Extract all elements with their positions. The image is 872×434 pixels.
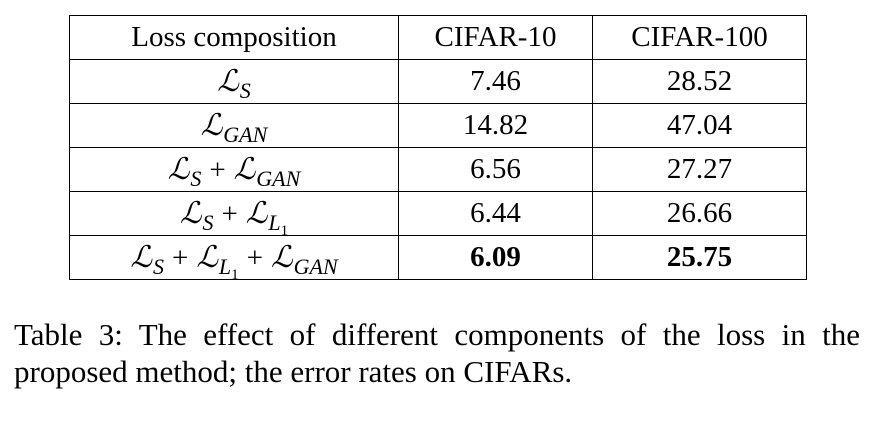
- header-cifar100: CIFAR-100: [592, 15, 807, 60]
- loss-symbol: ℒ: [245, 195, 268, 231]
- loss-cell-ls-ll1-lgan: ℒS + ℒL1+ ℒGAN: [69, 235, 399, 282]
- loss-formula: ℒS: [217, 63, 251, 101]
- header-cifar10: CIFAR-10: [398, 15, 593, 60]
- loss-subscript: S: [190, 165, 202, 191]
- loss-symbol: ℒ: [233, 151, 256, 187]
- table-row: ℒGAN 14.82 47.04: [69, 103, 807, 148]
- loss-subscript: S: [152, 253, 164, 279]
- loss-subscript: GAN: [293, 253, 338, 279]
- loss-cell-ls: ℒS: [69, 59, 399, 104]
- cifar10-best-value: 6.09: [398, 235, 593, 280]
- table-header-row: Loss composition CIFAR-10 CIFAR-100: [69, 15, 807, 60]
- plus-sign: +: [171, 241, 189, 274]
- loss-symbol: ℒ: [196, 239, 218, 275]
- loss-symbol: ℒ: [200, 107, 223, 143]
- loss-formula: ℒS + ℒL1+ ℒGAN: [130, 239, 337, 282]
- cifar10-value: 7.46: [398, 59, 593, 104]
- cifar100-value: 26.66: [592, 191, 807, 236]
- table-caption: Table 3: The effect of different compone…: [14, 317, 860, 389]
- loss-formula: ℒGAN: [200, 107, 268, 145]
- cifar10-value: 6.56: [398, 147, 593, 192]
- loss-symbol: ℒ: [167, 151, 190, 187]
- table-row: ℒS 7.46 28.52: [69, 59, 807, 104]
- plus-sign: +: [209, 153, 226, 186]
- plus-sign: +: [246, 241, 264, 274]
- cifar100-best-value: 25.75: [592, 235, 807, 280]
- loss-cell-ls-ll1: ℒS + ℒL1: [69, 191, 399, 238]
- loss-subscript: GAN: [256, 165, 301, 191]
- table-row: ℒS + ℒL1 6.44 26.66: [69, 191, 807, 238]
- table-row: ℒS + ℒL1+ ℒGAN 6.09 25.75: [69, 235, 807, 282]
- plus-sign: +: [221, 197, 238, 230]
- cifar10-value: 14.82: [398, 103, 593, 148]
- header-loss-composition: Loss composition: [69, 15, 399, 60]
- results-table: Loss composition CIFAR-10 CIFAR-100 ℒS 7…: [69, 15, 807, 282]
- loss-subscript: S: [239, 77, 251, 103]
- loss-subscript: GAN: [223, 121, 268, 147]
- loss-subscript: S: [202, 209, 214, 235]
- cifar10-value: 6.44: [398, 191, 593, 236]
- loss-formula: ℒS + ℒL1: [179, 195, 288, 238]
- loss-cell-ls-lgan: ℒS + ℒGAN: [69, 147, 399, 192]
- loss-formula: ℒS + ℒGAN: [167, 151, 301, 189]
- cifar100-value: 28.52: [592, 59, 807, 104]
- loss-subscript: L1: [268, 209, 289, 239]
- cifar100-value: 47.04: [592, 103, 807, 148]
- loss-subscript: L1: [218, 253, 239, 283]
- loss-symbol: ℒ: [130, 239, 152, 275]
- loss-symbol: ℒ: [179, 195, 202, 231]
- table-row: ℒS + ℒGAN 6.56 27.27: [69, 147, 807, 192]
- loss-cell-lgan: ℒGAN: [69, 103, 399, 148]
- loss-symbol: ℒ: [271, 239, 293, 275]
- cifar100-value: 27.27: [592, 147, 807, 192]
- loss-symbol: ℒ: [217, 63, 239, 99]
